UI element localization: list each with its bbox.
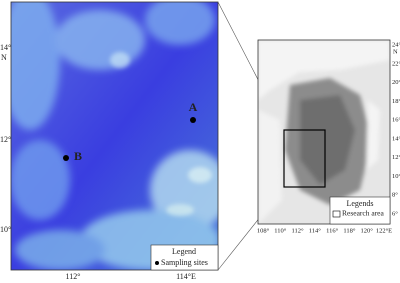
legend-item: Sampling sites — [161, 258, 208, 267]
lat-label: 12° — [0, 135, 11, 144]
lat-label: 8° — [392, 192, 398, 199]
lon-label: 108° — [257, 227, 270, 234]
legend-title: Legends — [346, 199, 373, 208]
bathymetry-map — [11, 2, 218, 270]
legend-title: Legend — [172, 247, 196, 256]
lon-label: 114° — [309, 227, 322, 234]
site-label: B — [74, 149, 82, 163]
lon-label: 114°E — [176, 272, 196, 281]
map-frame — [257, 39, 391, 225]
regional-map — [258, 40, 390, 224]
lat-hemisphere: N — [393, 48, 398, 55]
site-marker — [190, 117, 196, 123]
map-frame — [10, 1, 219, 271]
lat-label: 20° — [392, 79, 400, 86]
lon-label: 112° — [292, 227, 305, 234]
legend-marker — [155, 261, 159, 265]
lon-label: 120° — [361, 227, 374, 234]
lon-label: 116° — [326, 227, 339, 234]
site-marker — [63, 155, 69, 161]
lon-label: 118° — [343, 227, 356, 234]
lat-label: 24° — [392, 41, 400, 48]
lon-label: 112° — [66, 272, 81, 281]
lat-label: 12° — [392, 154, 400, 161]
lat-label: 6° — [392, 210, 398, 217]
lat-label: 16° — [392, 117, 400, 124]
legend-box — [329, 196, 391, 225]
legend-marker — [332, 210, 341, 218]
site-label: A — [189, 100, 198, 114]
lon-label: 110° — [274, 227, 287, 234]
lat-label: 22° — [392, 60, 400, 67]
legend-box — [150, 244, 219, 271]
lat-label: 14° — [392, 135, 400, 142]
lat-hemisphere: N — [1, 53, 7, 62]
legend-item: Research area — [342, 209, 385, 218]
lat-label: 14° — [0, 43, 11, 52]
lon-label: 122°E — [376, 227, 392, 234]
lat-label: 10° — [0, 225, 11, 234]
lat-label: 10° — [392, 173, 400, 180]
research-area — [283, 129, 326, 188]
lat-label: 18° — [392, 98, 400, 105]
